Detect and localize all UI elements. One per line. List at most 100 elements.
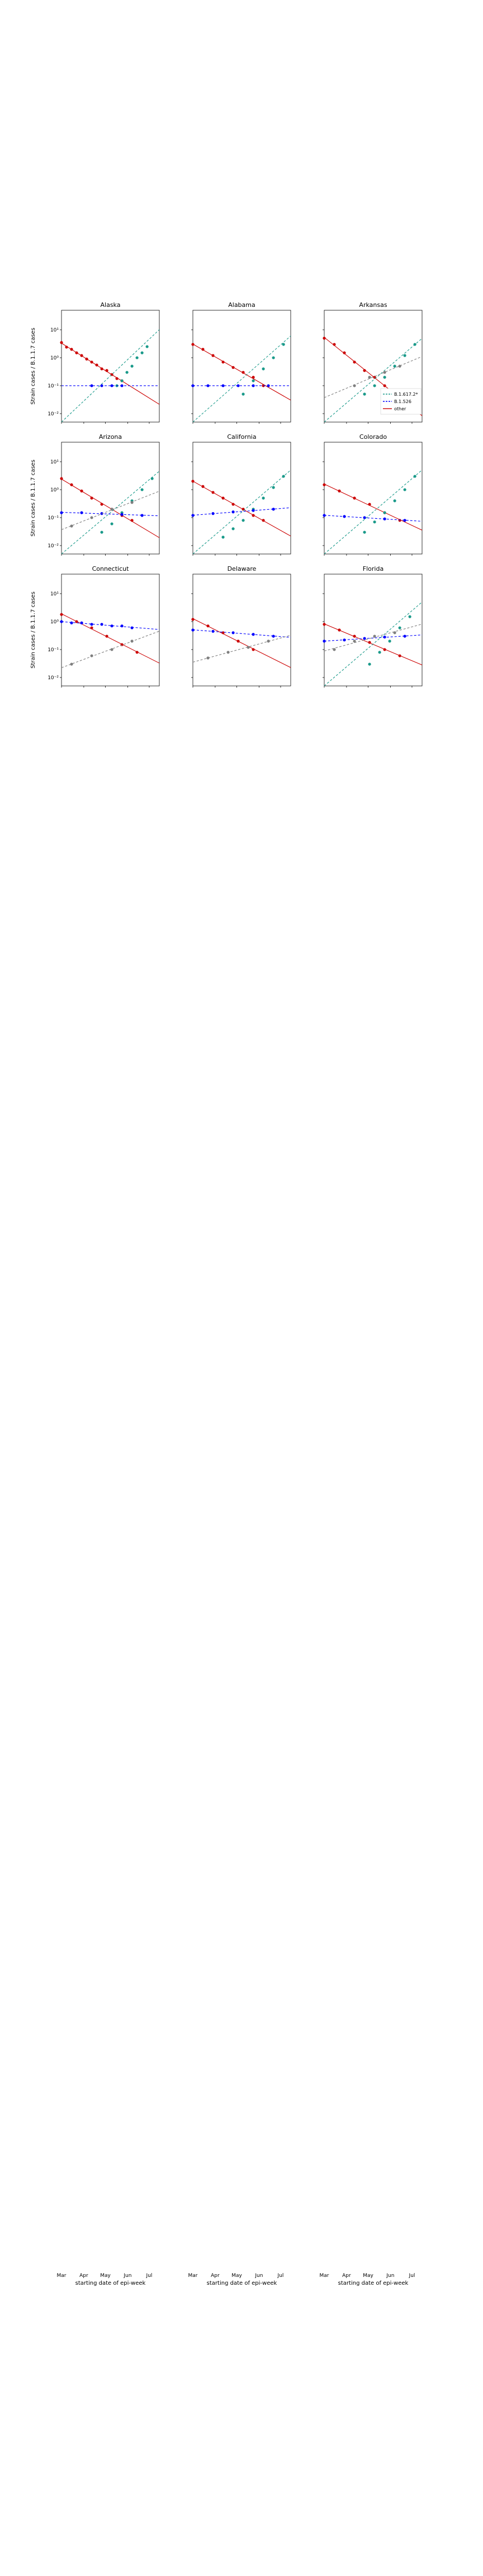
fit-line [192, 618, 291, 668]
data-point [236, 640, 240, 643]
data-point [272, 486, 275, 489]
data-point [267, 640, 270, 643]
data-point [231, 503, 235, 506]
data-point [323, 640, 326, 643]
data-point [110, 508, 113, 511]
data-point [231, 366, 235, 369]
panel-title: California [227, 433, 256, 441]
data-point [130, 501, 134, 504]
data-point [70, 621, 73, 624]
data-point [272, 508, 275, 511]
data-point [90, 516, 93, 519]
data-point [211, 512, 215, 515]
data-point [70, 524, 73, 528]
x-tick-label: Jun [123, 2273, 131, 2279]
fit-line [61, 491, 160, 531]
y-tick-label: 10⁻² [48, 543, 59, 549]
data-point [75, 351, 78, 354]
y-tick-label: 10⁻¹ [48, 647, 59, 653]
panel: Arkansas B.1.617.2* B.1.526 other [323, 301, 423, 424]
data-point [338, 628, 341, 632]
data-point [353, 384, 356, 387]
data-point [120, 624, 124, 628]
data-point [226, 651, 230, 654]
x-tick-label: Mar [320, 2273, 329, 2279]
data-point [100, 367, 103, 371]
data-point [80, 354, 83, 357]
data-point [282, 343, 285, 346]
data-point [191, 480, 195, 483]
data-point [242, 392, 245, 396]
data-point [201, 485, 205, 488]
data-point [398, 654, 401, 657]
data-point [90, 654, 93, 657]
data-point [130, 640, 134, 643]
data-point [252, 648, 255, 651]
axes-frame [192, 442, 291, 555]
y-tick-label: 10⁰ [50, 619, 59, 625]
data-point [110, 624, 113, 628]
fit-line [324, 356, 423, 398]
y-axis-label: Strain cases / B.1.1.7 cases [30, 328, 36, 405]
data-point [383, 648, 386, 651]
data-point [373, 520, 376, 524]
data-point [140, 514, 144, 517]
panel: Delaware [191, 565, 291, 688]
panel: Alaska 10¹ 10⁰ 10⁻¹ 10⁻² Strain cases / B.1.1… [30, 301, 160, 424]
data-point [343, 515, 346, 518]
y-tick-label: 10¹ [50, 460, 59, 465]
x-tick-label: May [231, 2273, 242, 2279]
data-point [398, 626, 401, 629]
fit-line [324, 602, 423, 686]
fit-line [61, 621, 160, 630]
axes-frame [61, 574, 160, 686]
data-point [231, 527, 235, 531]
data-point [338, 489, 341, 493]
data-point [398, 364, 401, 368]
y-tick-label: 10⁻² [48, 411, 59, 417]
data-point [262, 367, 265, 371]
data-point [242, 519, 245, 522]
data-point [80, 511, 83, 514]
data-point [80, 621, 83, 624]
y-tick-label: 10⁻¹ [48, 515, 59, 521]
data-point [333, 343, 336, 346]
data-point [145, 345, 149, 348]
data-point [100, 384, 103, 387]
data-point [272, 356, 275, 359]
legend-label: B.1.617.2* [394, 392, 418, 397]
data-point [403, 634, 406, 638]
data-point [252, 376, 255, 379]
panel-title: Alaska [101, 301, 121, 309]
data-point [120, 384, 124, 387]
data-point [221, 631, 225, 634]
data-point [70, 662, 73, 666]
data-point [323, 623, 326, 626]
data-point [383, 371, 386, 374]
data-point [105, 369, 108, 372]
data-point [130, 519, 134, 522]
data-point [85, 357, 88, 361]
data-point [191, 384, 195, 387]
fit-line [61, 329, 160, 423]
panel-title: Delaware [228, 565, 257, 572]
data-point [90, 384, 93, 387]
data-point [135, 356, 139, 359]
data-point [383, 376, 386, 379]
x-tick-label: Apr [79, 2273, 88, 2279]
fit-line [324, 515, 423, 522]
fit-line [192, 507, 291, 516]
data-point [60, 620, 63, 623]
panel: Arizona 10¹ 10⁰ 10⁻¹ 10⁻² Strain cases / B.1.… [30, 433, 160, 556]
data-point [140, 351, 144, 354]
x-axis-label: starting date of epi-week [75, 2280, 146, 2286]
data-point [211, 491, 215, 494]
y-tick-label: 10¹ [50, 591, 59, 597]
panel: California [191, 433, 291, 556]
fit-line [324, 338, 423, 423]
data-point [262, 496, 265, 500]
data-point [363, 637, 366, 640]
data-point [343, 638, 346, 642]
data-point [398, 519, 401, 522]
data-point [403, 519, 406, 522]
